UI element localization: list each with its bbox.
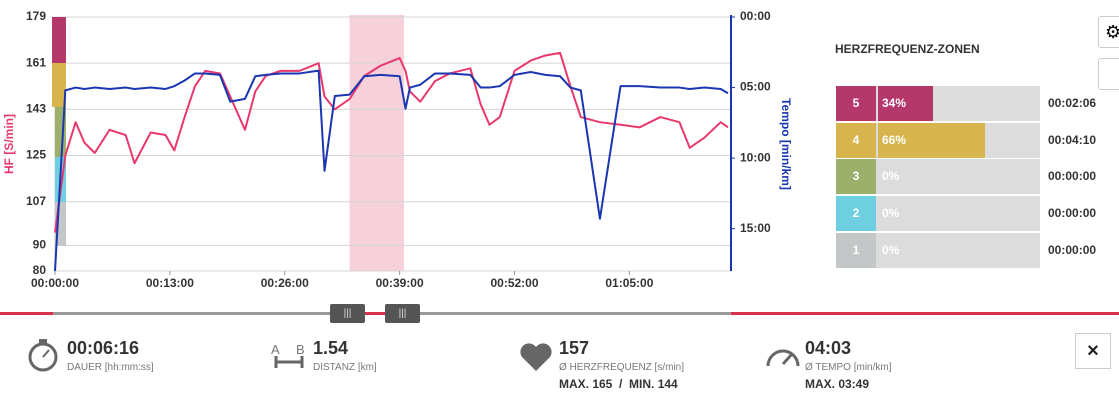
zone-number-cell <box>836 196 876 232</box>
zone-row: 2 0% <box>836 196 1040 232</box>
zone-number-cell <box>836 159 876 195</box>
y-tick-label: 80 <box>33 263 47 277</box>
zone-time: 00:00:00 <box>1048 206 1097 221</box>
zone-number: 5 <box>852 96 860 110</box>
zone-bar <box>878 86 934 121</box>
x-tick-label: 00:13:00 <box>146 276 194 290</box>
distance-value: 1.54 <box>313 338 349 358</box>
zone-time: 00:04:10 <box>1048 132 1097 147</box>
stopwatch-icon <box>39 339 47 343</box>
zone-percent: 0% <box>882 169 900 184</box>
heart-rate-detail: MAX. 165 / MIN. 144 <box>559 377 678 391</box>
tempo-detail: MAX. 03:49 <box>805 377 870 391</box>
y-tick-label: 125 <box>26 148 46 162</box>
zone-row: 4 66% <box>836 122 1040 158</box>
zone-row: 5 34% <box>836 86 1040 121</box>
zone-percent: 0% <box>882 242 900 257</box>
y-axis-title: HF [S/min] <box>2 114 16 174</box>
y2-axis-title: Tempo [min/km] <box>779 98 793 190</box>
zone-percent: 0% <box>882 206 900 221</box>
distance-a: A <box>271 342 280 357</box>
zone-strip <box>55 107 66 157</box>
zone-number: 4 <box>852 132 860 147</box>
selection-band <box>349 15 405 271</box>
zone-bar <box>878 122 985 158</box>
data-line <box>54 69 729 272</box>
fullscreen-button[interactable] <box>1098 58 1119 90</box>
timeline-selection <box>349 312 404 315</box>
settings-button[interactable]: ⚙ <box>1098 16 1119 48</box>
y-tick-label: 90 <box>33 238 47 252</box>
zone-percent: 34% <box>882 96 907 110</box>
zone-time: 00:02:06 <box>1048 96 1097 110</box>
zone-number-cell <box>836 86 876 121</box>
zone-row: 1 0% <box>836 232 1040 268</box>
y-tick-label: 143 <box>26 102 46 116</box>
slider-handle-b[interactable]: ||| <box>385 304 420 323</box>
zone-number: 3 <box>852 169 860 184</box>
zone-percent: 66% <box>882 132 907 147</box>
slider-handle-a[interactable]: ||| <box>330 304 365 323</box>
y-tick-label: 161 <box>26 55 46 69</box>
data-line <box>54 51 729 233</box>
zone-number-cell <box>836 122 876 158</box>
x-tick-label: 00:39:00 <box>376 276 424 290</box>
y2-tick-label: 00:00 <box>740 9 771 23</box>
zone-time: 00:00:00 <box>1048 169 1097 184</box>
zone-number-cell <box>836 232 876 268</box>
zone-row: 3 0% <box>836 159 1040 195</box>
y2-tick-label: 15:00 <box>740 221 771 235</box>
distance-label: DISTANZ [km] <box>313 362 377 373</box>
heart-rate-label: Ø HERZFREQUENZ [s/min] <box>559 362 685 373</box>
duration-label: DAUER [hh:mm:ss] <box>67 362 154 373</box>
zone-number: 1 <box>852 242 860 257</box>
y-tick-label: 107 <box>26 194 46 208</box>
duration-value: 00:06:16 <box>67 338 140 358</box>
tempo-value: 04:03 <box>805 338 852 358</box>
chart: HF [S/min] Tempo [min/km] 80 90 107 125 143 1… <box>2 9 793 290</box>
zone-strip <box>55 202 66 246</box>
x-tick-label: 00:52:00 <box>490 276 538 290</box>
zone-strip <box>52 63 66 107</box>
zone-strip <box>52 17 66 63</box>
heart-rate-value: 157 <box>559 338 590 358</box>
speedometer-icon <box>766 349 800 367</box>
y2-tick-label: 05:00 <box>740 80 771 94</box>
tempo-label: Ø TEMPO [min/km] <box>805 362 892 373</box>
stopwatch-icon <box>28 342 58 372</box>
y-tick-label: 179 <box>26 9 46 23</box>
x-tick-label: 01:05:00 <box>605 276 653 290</box>
speedometer-icon <box>781 352 794 366</box>
close-button[interactable]: × <box>1075 333 1111 369</box>
heart-icon <box>520 343 552 371</box>
distance-b: B <box>296 342 305 357</box>
stopwatch-icon <box>42 349 50 358</box>
x-tick-label: 00:00:00 <box>31 276 79 290</box>
zone-number: 2 <box>852 206 860 221</box>
zone-time: 00:00:00 <box>1048 242 1097 257</box>
zones-title: HERZFREQUENZ-ZONEN <box>835 42 980 56</box>
y2-tick-label: 10:00 <box>740 150 771 164</box>
x-tick-label: 00:26:00 <box>261 276 309 290</box>
